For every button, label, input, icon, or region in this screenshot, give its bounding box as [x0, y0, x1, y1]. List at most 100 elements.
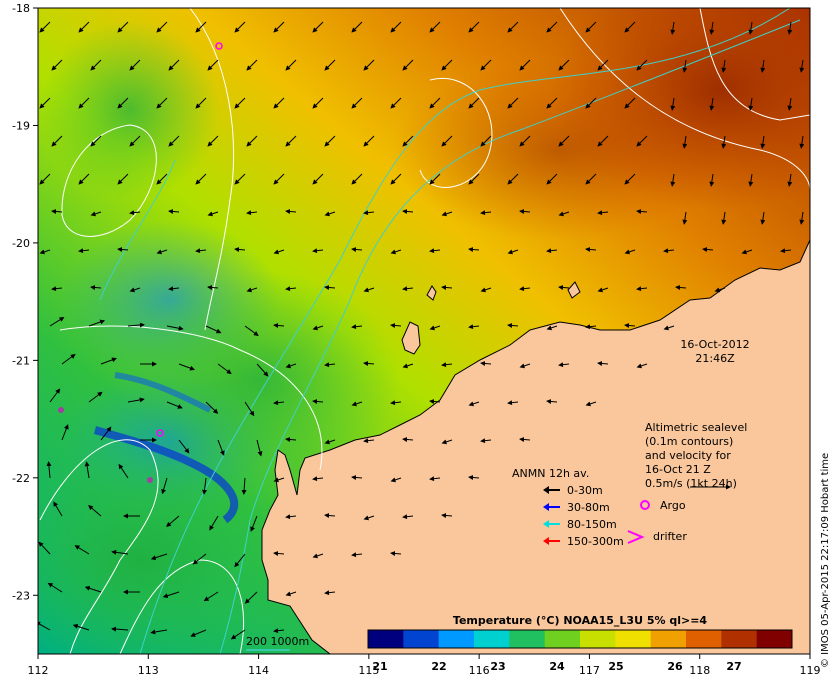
map-time: 21:46Z — [695, 352, 735, 365]
velocity-arrow — [402, 363, 414, 369]
velocity-arrow — [682, 211, 688, 225]
island-3 — [567, 281, 581, 299]
velocity-arrow — [285, 514, 297, 520]
velocity-arrow — [507, 173, 519, 185]
velocity-arrow — [597, 59, 609, 71]
plot-frame — [37, 7, 811, 655]
velocity-arrow — [49, 316, 65, 327]
velocity-arrow — [273, 97, 285, 109]
velocity-arrow — [38, 541, 51, 555]
velocity-arrow — [748, 97, 754, 111]
velocity-arrow — [624, 173, 636, 185]
legend-item-150-300m: 150-300m — [543, 535, 624, 548]
velocity-arrow — [117, 246, 129, 252]
colorbar-frame — [367, 629, 793, 649]
velocity-arrow — [390, 322, 402, 328]
velocity-arrow — [51, 59, 63, 71]
velocity-arrow — [741, 249, 753, 255]
argo-marker-icon — [640, 500, 650, 510]
velocity-arrow — [178, 363, 195, 371]
colorbar-swatch — [474, 630, 510, 648]
velocity-arrow — [51, 208, 63, 214]
velocity-arrow — [61, 424, 69, 441]
velocity-arrow — [402, 436, 414, 442]
colorbar-tick-label: 26 — [667, 660, 683, 673]
velocity-arrow — [39, 97, 51, 109]
velocity-arrow — [546, 97, 558, 109]
legend-drifter: drifter — [627, 530, 687, 544]
velocity-arrow — [217, 363, 232, 375]
colorbar-swatch — [615, 630, 652, 648]
velocity-arrow — [324, 439, 336, 445]
anmn-legend: ANMN 12h av. 0-30m 30-80m 80-150m 150-30… — [512, 467, 687, 548]
velocity-arrow — [402, 135, 414, 147]
velocity-arrow — [468, 401, 480, 407]
velocity-arrow — [202, 477, 208, 495]
y-tick-label: -21 — [12, 354, 30, 367]
velocity-arrow — [351, 246, 363, 252]
velocity-arrow — [312, 553, 324, 559]
velocity-arrow — [150, 629, 168, 635]
velocity-arrow — [156, 97, 168, 109]
velocity-arrow — [168, 59, 180, 71]
velocity-arrow — [205, 325, 222, 334]
velocity-arrow — [78, 173, 90, 185]
green-patch-2 — [120, 270, 400, 490]
svg-text:200 1000m: 200 1000m — [246, 635, 309, 648]
isobath-legend: 200 1000m — [246, 635, 309, 651]
svg-text:and velocity for: and velocity for — [645, 449, 731, 462]
velocity-arrow — [90, 284, 102, 290]
velocity-arrow — [61, 353, 76, 365]
velocity-arrow — [363, 59, 375, 71]
velocity-arrow — [178, 439, 190, 454]
velocity-arrow — [636, 286, 648, 292]
svg-text:(0.1m contours): (0.1m contours) — [645, 435, 733, 448]
velocity-arrow — [246, 59, 258, 71]
velocity-arrow — [468, 324, 480, 330]
legend-item-0-30m: 0-30m — [543, 484, 603, 497]
velocity-arrow — [429, 398, 441, 404]
velocity-arrow — [429, 173, 441, 185]
velocity-arrow — [324, 284, 336, 290]
svg-text:30-80m: 30-80m — [567, 501, 610, 514]
svg-text:80-150m: 80-150m — [567, 518, 617, 531]
velocity-arrow — [285, 363, 297, 369]
colorbar-tick-label: 23 — [490, 660, 505, 673]
x-tick-label: 116 — [469, 664, 490, 677]
sealevel-contours — [39, 8, 810, 654]
velocity-arrow — [51, 286, 63, 292]
velocity-arrow — [244, 591, 258, 604]
velocity-arrow — [519, 363, 531, 369]
velocity-arrow — [585, 324, 597, 330]
velocity-arrow — [285, 286, 297, 292]
velocity-arrow — [84, 585, 102, 593]
velocity-arrow — [78, 248, 90, 254]
velocity-arrow — [519, 208, 531, 214]
velocity-arrow — [118, 463, 129, 479]
colorbar-swatch — [721, 630, 758, 648]
velocity-arrow — [787, 97, 793, 111]
velocity-arrow — [702, 246, 714, 252]
velocity-arrow — [363, 438, 375, 444]
velocity-arrow — [624, 249, 636, 255]
y-tick-label: -22 — [12, 472, 30, 485]
velocity-arrow — [161, 477, 168, 495]
velocity-arrow — [117, 21, 129, 33]
credit-text: © IMOS 05-Apr-2015 22:17:09 Hobart time — [820, 453, 831, 668]
velocity-arrow — [519, 286, 531, 292]
velocity-arrow — [597, 135, 609, 147]
velocity-arrow — [273, 173, 285, 185]
altimetry-note: Altimetric sealevel (0.1m contours) and … — [645, 421, 747, 490]
velocity-arrow — [312, 173, 324, 185]
velocity-arrow — [558, 362, 570, 368]
velocity-arrow — [585, 173, 597, 185]
velocity-arrow — [166, 325, 184, 331]
velocity-arrow — [324, 362, 336, 368]
velocity-arrow — [203, 591, 219, 602]
velocity-arrow — [90, 59, 102, 71]
velocity-arrow — [468, 173, 480, 185]
velocity-arrow — [273, 550, 285, 556]
velocity-arrow — [624, 322, 636, 328]
velocity-arrow — [351, 21, 363, 33]
velocity-arrow — [351, 97, 363, 109]
